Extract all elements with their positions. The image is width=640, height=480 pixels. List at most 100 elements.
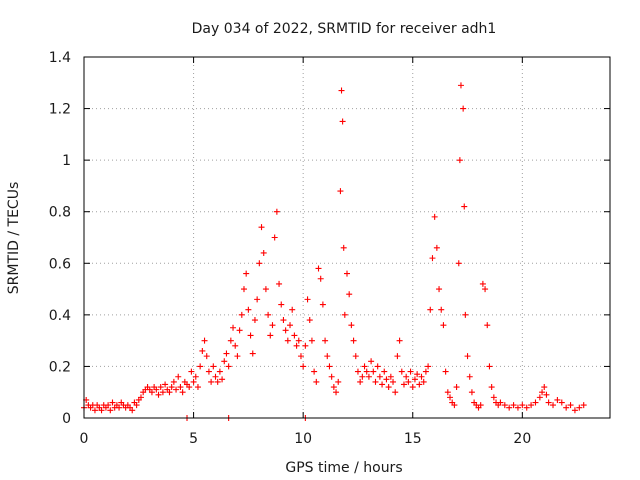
data-point: [190, 378, 197, 385]
data-point: [456, 157, 463, 164]
x-tick-label: 20: [513, 431, 531, 447]
data-point: [501, 402, 508, 409]
data-point: [468, 389, 475, 396]
data-point: [477, 402, 484, 409]
y-tick-label: 0: [62, 411, 71, 427]
data-point: [293, 342, 300, 349]
y-tick-label: 0.6: [49, 256, 71, 272]
data-point: [339, 118, 346, 125]
data-point: [414, 371, 421, 378]
data-point: [519, 402, 526, 409]
data-point: [254, 296, 261, 303]
data-point: [357, 378, 364, 385]
data-point: [390, 378, 397, 385]
data-point: [170, 378, 177, 385]
data-point: [271, 234, 278, 241]
data-point: [539, 389, 546, 396]
data-point: [155, 391, 162, 398]
data-point: [247, 332, 254, 339]
data-point: [267, 332, 274, 339]
data-point: [462, 311, 469, 318]
y-tick-label: 1.2: [49, 102, 71, 118]
data-point: [554, 396, 561, 403]
data-points: [81, 82, 587, 421]
data-point: [328, 373, 335, 380]
data-point: [324, 353, 331, 360]
data-point: [370, 368, 377, 375]
data-point: [444, 389, 451, 396]
data-point: [488, 384, 495, 391]
data-point: [385, 384, 392, 391]
data-point: [361, 363, 368, 370]
data-point: [322, 337, 329, 344]
data-point: [245, 306, 252, 313]
grid-lines: [84, 57, 610, 418]
data-point: [479, 280, 486, 287]
data-point: [166, 389, 173, 396]
data-point: [411, 376, 418, 383]
data-point: [168, 384, 175, 391]
data-point: [311, 368, 318, 375]
data-point: [381, 368, 388, 375]
data-point: [457, 82, 464, 89]
data-point: [300, 363, 307, 370]
data-point: [436, 286, 443, 293]
x-tick-label: 15: [404, 431, 422, 447]
data-point: [571, 407, 578, 414]
data-point: [284, 337, 291, 344]
data-point: [234, 353, 241, 360]
data-point: [313, 378, 320, 385]
data-point: [137, 394, 144, 401]
data-point: [221, 358, 228, 365]
plot-frame: [83, 56, 611, 419]
data-point: [295, 337, 302, 344]
data-point: [420, 378, 427, 385]
data-point: [302, 342, 309, 349]
data-point: [148, 389, 155, 396]
data-point: [315, 265, 322, 272]
data-point: [429, 255, 436, 262]
data-point: [109, 399, 116, 406]
data-point: [523, 404, 530, 411]
data-point: [338, 87, 345, 94]
data-point: [340, 244, 347, 251]
data-point: [354, 368, 361, 375]
data-point: [379, 381, 386, 388]
data-point: [214, 378, 221, 385]
data-point: [159, 389, 166, 396]
data-point: [497, 399, 504, 406]
data-point: [192, 373, 199, 380]
data-point: [536, 394, 543, 401]
data-point: [232, 342, 239, 349]
data-point: [188, 368, 195, 375]
data-point: [455, 260, 462, 267]
data-point: [304, 296, 311, 303]
data-point: [394, 353, 401, 360]
y-tick-label: 1.4: [49, 50, 71, 66]
y-tick-labels: 0 0.2 0.4 0.6 0.8 1 1.2 1.4: [49, 50, 71, 427]
data-point: [116, 404, 123, 411]
data-point: [179, 389, 186, 396]
data-point: [461, 203, 468, 210]
data-point: [543, 391, 550, 398]
data-point: [464, 353, 471, 360]
data-point: [453, 384, 460, 391]
data-point: [230, 324, 237, 331]
data-point: [490, 394, 497, 401]
data-point: [368, 358, 375, 365]
data-point: [194, 384, 201, 391]
data-point: [407, 368, 414, 375]
data-point: [173, 386, 180, 393]
data-point: [405, 378, 412, 385]
data-point: [265, 311, 272, 318]
data-point: [392, 389, 399, 396]
data-point: [278, 301, 285, 308]
data-point: [451, 402, 458, 409]
data-point: [91, 407, 98, 414]
data-point: [466, 373, 473, 380]
data-point: [447, 394, 454, 401]
data-point: [484, 322, 491, 329]
y-tick-label: 0.2: [49, 359, 71, 375]
data-point: [409, 384, 416, 391]
data-point: [258, 224, 265, 231]
